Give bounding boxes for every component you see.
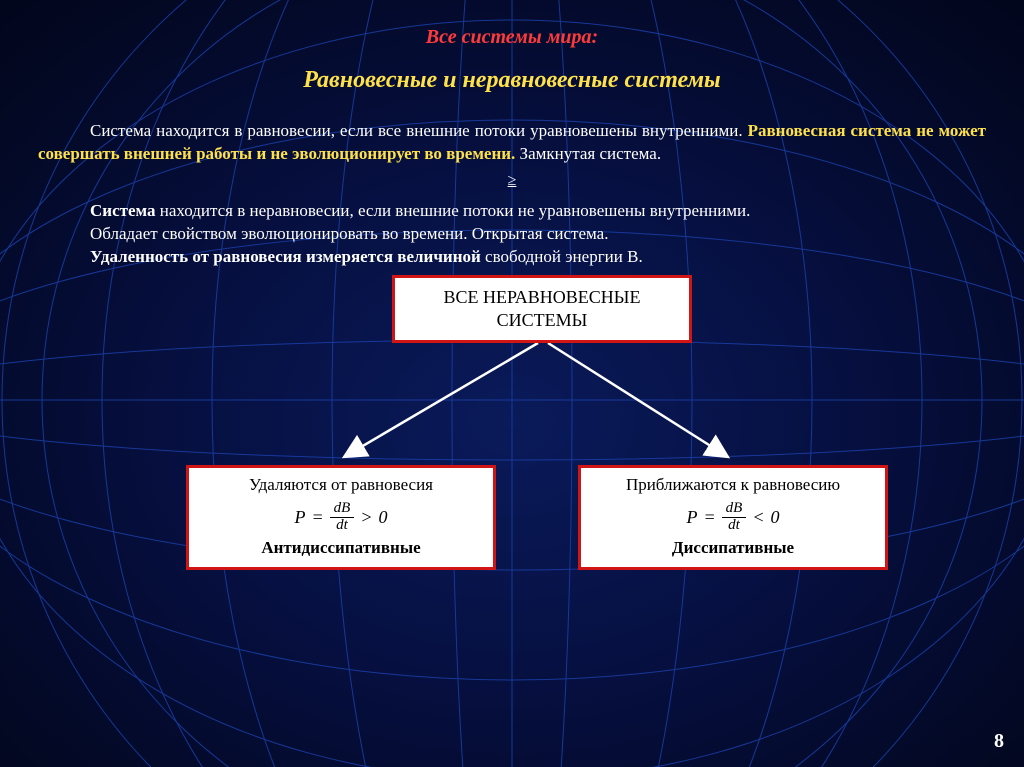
rf-eq: = xyxy=(704,506,716,529)
lf-lhs: P xyxy=(295,506,306,529)
diagram-left-box: Удаляются от равновесия P = dB dt > 0 Ан… xyxy=(186,465,496,570)
right-label: Диссипативные xyxy=(591,537,875,558)
diagram-root-box: ВСЕ НЕРАВНОВЕСНЫЕ СИСТЕМЫ xyxy=(392,275,692,344)
lf-frac: dB dt xyxy=(330,501,355,534)
supertitle: Все системы мира: xyxy=(38,26,986,49)
arrow-right xyxy=(548,343,728,457)
p1-text-c: Замкнутая система. xyxy=(515,144,661,163)
paragraph-3: Обладает свойством эволюционировать во в… xyxy=(38,223,986,246)
diagram-right-box: Приближаются к равновесию P = dB dt < 0 … xyxy=(578,465,888,570)
rf-lhs: P xyxy=(687,506,698,529)
right-formula: P = dB dt < 0 xyxy=(591,501,875,534)
arrow-left xyxy=(344,343,538,457)
paragraph-2: Система находится в неравновесии, если в… xyxy=(38,200,986,223)
paragraph-1: Система находится в равновесии, если все… xyxy=(38,120,986,166)
diagram: ВСЕ НЕРАВНОВЕСНЫЕ СИСТЕМЫ Удаляются от р… xyxy=(38,275,986,585)
p1-text-a: Система находится в равновесии, если все… xyxy=(90,121,748,140)
rf-num: dB xyxy=(722,501,747,518)
ge-symbol: ≥ xyxy=(38,172,986,190)
page-title: Равновесные и неравновесные системы xyxy=(38,67,986,94)
p2-text-b: находится в неравновесии, если внешние п… xyxy=(155,201,750,220)
left-heading: Удаляются от равновесия xyxy=(199,474,483,495)
root-line2: СИСТЕМЫ xyxy=(409,309,675,332)
right-heading: Приближаются к равновесию xyxy=(591,474,875,495)
p4-text-b: свободной энергии В. xyxy=(481,247,643,266)
lf-eq: = xyxy=(312,506,324,529)
page-number: 8 xyxy=(994,730,1004,753)
lf-num: dB xyxy=(330,501,355,518)
rf-cmp: < xyxy=(752,506,764,529)
rf-den: dt xyxy=(724,518,744,534)
lf-cmp: > xyxy=(360,506,372,529)
slide-content: Все системы мира: Равновесные и неравнов… xyxy=(0,0,1024,767)
lf-den: dt xyxy=(332,518,352,534)
rf-rhs: 0 xyxy=(770,506,779,529)
left-formula: P = dB dt > 0 xyxy=(199,501,483,534)
p2-text-a: Система xyxy=(90,201,155,220)
left-label: Антидиссипативные xyxy=(199,537,483,558)
lf-rhs: 0 xyxy=(378,506,387,529)
p4-text-a: Удаленность от равновесия измеряется вел… xyxy=(90,247,481,266)
root-line1: ВСЕ НЕРАВНОВЕСНЫЕ xyxy=(409,286,675,309)
rf-frac: dB dt xyxy=(722,501,747,534)
paragraph-4: Удаленность от равновесия измеряется вел… xyxy=(38,246,986,269)
